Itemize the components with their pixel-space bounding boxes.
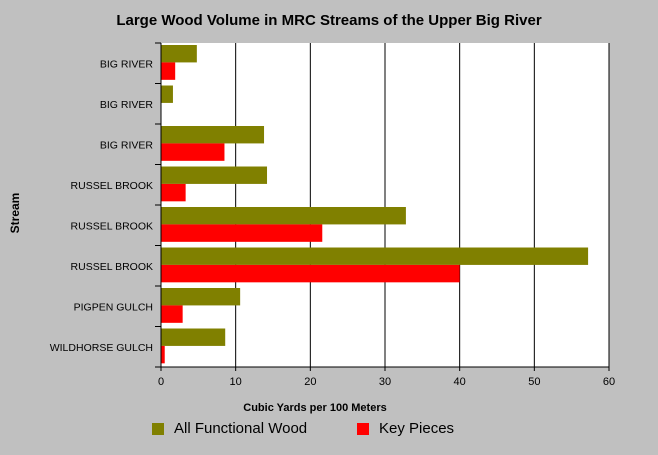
x-tick-label: 20 — [304, 376, 316, 388]
x-tick-label: 10 — [230, 376, 242, 388]
x-tick-label: 50 — [528, 376, 540, 388]
legend-item-key-pieces: Key Pieces — [357, 420, 454, 437]
bar-all-functional-wood — [161, 328, 226, 346]
chart-title: Large Wood Volume in MRC Streams of the … — [116, 12, 542, 29]
bar-key-pieces — [161, 264, 460, 283]
y-tick-label: WILDHORSE GULCH — [50, 342, 153, 354]
bar-key-pieces — [161, 345, 165, 364]
legend-label-all-functional-wood: All Functional Wood — [174, 420, 308, 437]
y-tick-label: RUSSEL BROOK — [71, 261, 153, 273]
bar-chart: 0 10 20 30 40 50 60 BIG RIVER BIG RIVER BIG RIVER… — [50, 42, 615, 388]
y-tick-label: BIG RIVER — [100, 139, 154, 151]
bar-all-functional-wood — [161, 85, 173, 103]
legend: All Functional Wood Key Pieces — [0, 420, 658, 440]
legend-item-all-functional-wood: All Functional Wood — [152, 420, 307, 437]
bar-key-pieces — [161, 183, 186, 202]
bar-key-pieces — [161, 143, 225, 161]
y-tick-label: BIG RIVER — [100, 99, 154, 111]
y-tick-label: BIG RIVER — [100, 58, 154, 70]
y-tick-label: RUSSEL BROOK — [71, 180, 153, 192]
bar-all-functional-wood — [161, 166, 268, 184]
bar-all-functional-wood — [161, 45, 197, 63]
legend-label-key-pieces: Key Pieces — [379, 420, 455, 437]
y-tick-label: PIGPEN GULCH — [74, 301, 153, 313]
x-axis-label: Cubic Yards per 100 Meters — [243, 402, 387, 414]
bar-all-functional-wood — [161, 207, 406, 225]
legend-swatch-key-pieces — [357, 422, 369, 435]
x-tick-label: 0 — [158, 376, 164, 388]
y-tick-label: RUSSEL BROOK — [71, 220, 153, 232]
x-tick-label: 60 — [603, 376, 615, 388]
bar-all-functional-wood — [161, 288, 241, 306]
bar-all-functional-wood — [161, 126, 265, 144]
bar-key-pieces — [161, 305, 183, 323]
bar-key-pieces — [161, 224, 323, 242]
bar-all-functional-wood — [161, 247, 589, 265]
legend-swatch-all-functional-wood — [152, 422, 164, 435]
x-tick-label: 40 — [454, 376, 466, 388]
bar-key-pieces — [161, 62, 176, 80]
x-tick-label: 30 — [379, 376, 391, 388]
